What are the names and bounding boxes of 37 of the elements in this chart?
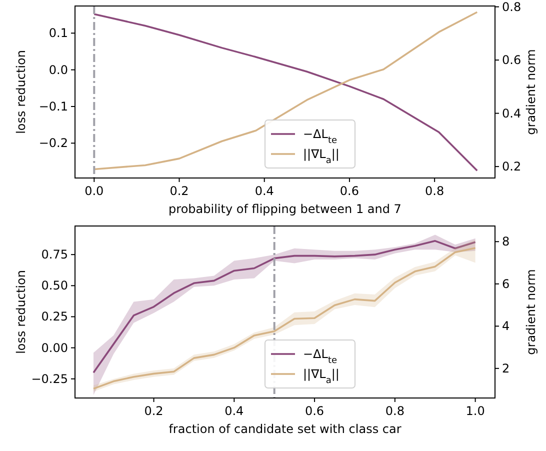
x-tick-label: 0.8	[425, 184, 444, 198]
y-tick-label: 0.25	[41, 310, 68, 324]
x-tick-label: 0.8	[385, 404, 404, 418]
legend-label: ||∇L$_{a}$||	[303, 147, 340, 166]
y2-tick-label: 0.8	[502, 0, 522, 14]
y2-tick-label: 8	[502, 234, 510, 249]
y2-tick-label: 6	[502, 276, 510, 291]
y-tick-label: 0.1	[48, 26, 68, 40]
x-tick-label: 0.6	[304, 404, 324, 418]
y-axis-title: loss reduction	[14, 270, 28, 354]
x-tick-label: 0.0	[84, 184, 104, 198]
x-tick-label: 0.2	[144, 404, 164, 418]
legend-label: −ΔL$_{te}$	[303, 127, 338, 146]
y2-axis-title: gradient norm	[524, 49, 538, 135]
x-axis-title: probability of flipping between 1 and 7	[168, 202, 402, 216]
legend-label: −ΔL$_{te}$	[303, 347, 338, 366]
y2-axis-title: gradient norm	[524, 269, 538, 355]
x-tick-label: 0.4	[224, 404, 244, 418]
x-tick-label: 0.2	[170, 184, 189, 198]
y-axis-title: loss reduction	[14, 50, 28, 134]
y2-tick-label: 4	[502, 319, 510, 334]
y-tick-label: 0.75	[41, 248, 68, 262]
x-axis-title: fraction of candidate set with class car	[168, 422, 402, 436]
y2-tick-label: 0.6	[502, 53, 522, 68]
y2-tick-label: 0.4	[502, 106, 522, 120]
y-tick-label: −0.25	[31, 372, 68, 386]
x-tick-label: 0.6	[340, 184, 360, 198]
x-tick-label: 0.4	[254, 184, 274, 198]
y-tick-label: 0.50	[41, 278, 68, 293]
x-tick-label: 1.0	[466, 404, 485, 418]
legend-label: ||∇L$_{a}$||	[303, 367, 340, 386]
y2-tick-label: 0.2	[502, 160, 522, 174]
y-tick-label: −0.1	[38, 99, 68, 114]
y2-tick-label: 2	[502, 361, 510, 376]
y-tick-label: −0.2	[38, 136, 68, 150]
y-tick-label: 0.00	[41, 340, 68, 355]
y-tick-label: 0.0	[48, 62, 68, 77]
